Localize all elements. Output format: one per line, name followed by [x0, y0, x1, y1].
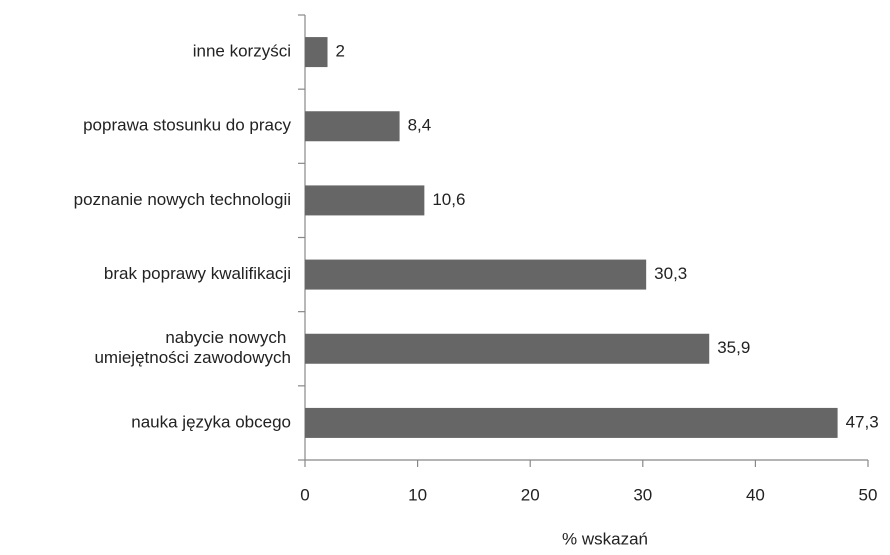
- bar: [305, 333, 710, 364]
- x-tick-label: 40: [746, 485, 765, 504]
- bar: [305, 259, 647, 290]
- bar: [305, 407, 838, 438]
- bar: [305, 185, 425, 216]
- y-tick-label: nabycie nowych umiejętności zawodowych: [94, 328, 291, 367]
- value-label: 10,6: [432, 190, 465, 209]
- x-tick-label: 10: [408, 485, 427, 504]
- value-label: 30,3: [654, 264, 687, 283]
- x-tick-label: 20: [521, 485, 540, 504]
- value-label: 8,4: [408, 116, 432, 135]
- bar: [305, 111, 400, 142]
- value-label: 47,3: [846, 412, 879, 431]
- y-tick-label: poznanie nowych technologii: [74, 190, 291, 209]
- x-tick-label: 30: [633, 485, 652, 504]
- y-tick-label: inne korzyści: [193, 42, 291, 61]
- bar: [305, 37, 328, 68]
- x-tick-label: 0: [300, 485, 309, 504]
- y-tick-label: brak poprawy kwalifikacji: [104, 264, 291, 283]
- value-label: 2: [336, 42, 345, 61]
- x-axis-title: % wskazań: [562, 529, 648, 548]
- x-tick-label: 50: [859, 485, 878, 504]
- value-label: 35,9: [717, 338, 750, 357]
- y-tick-label: nauka języka obcego: [131, 412, 291, 431]
- y-tick-label: poprawa stosunku do pracy: [83, 116, 291, 135]
